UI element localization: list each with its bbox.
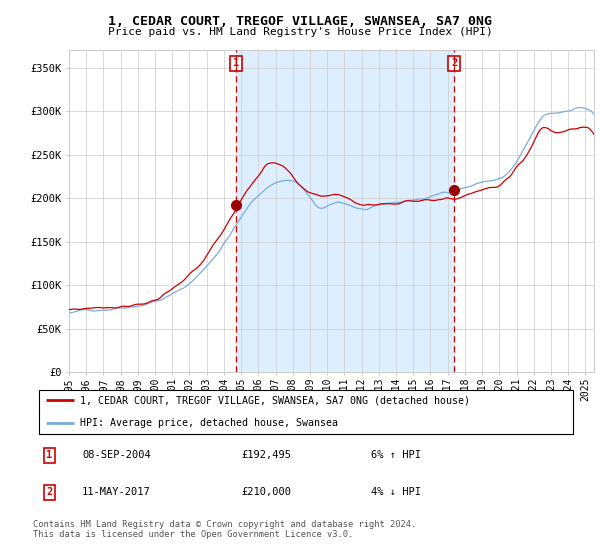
Text: 1: 1 bbox=[233, 58, 239, 68]
Bar bbox=[236, 50, 454, 372]
Text: 1, CEDAR COURT, TREGOF VILLAGE, SWANSEA, SA7 0NG: 1, CEDAR COURT, TREGOF VILLAGE, SWANSEA,… bbox=[108, 15, 492, 27]
Text: 2: 2 bbox=[46, 487, 53, 497]
Text: 08-SEP-2004: 08-SEP-2004 bbox=[82, 450, 151, 460]
Text: Price paid vs. HM Land Registry's House Price Index (HPI): Price paid vs. HM Land Registry's House … bbox=[107, 27, 493, 37]
Text: HPI: Average price, detached house, Swansea: HPI: Average price, detached house, Swan… bbox=[80, 418, 338, 428]
Text: 2: 2 bbox=[451, 58, 457, 68]
Text: 11-MAY-2017: 11-MAY-2017 bbox=[82, 487, 151, 497]
Text: £192,495: £192,495 bbox=[241, 450, 291, 460]
Text: 6% ↑ HPI: 6% ↑ HPI bbox=[371, 450, 421, 460]
Text: £210,000: £210,000 bbox=[241, 487, 291, 497]
Text: 4% ↓ HPI: 4% ↓ HPI bbox=[371, 487, 421, 497]
Text: Contains HM Land Registry data © Crown copyright and database right 2024.
This d: Contains HM Land Registry data © Crown c… bbox=[33, 520, 416, 539]
FancyBboxPatch shape bbox=[39, 390, 574, 434]
Text: 1: 1 bbox=[46, 450, 53, 460]
Text: 1, CEDAR COURT, TREGOF VILLAGE, SWANSEA, SA7 0NG (detached house): 1, CEDAR COURT, TREGOF VILLAGE, SWANSEA,… bbox=[80, 395, 470, 405]
